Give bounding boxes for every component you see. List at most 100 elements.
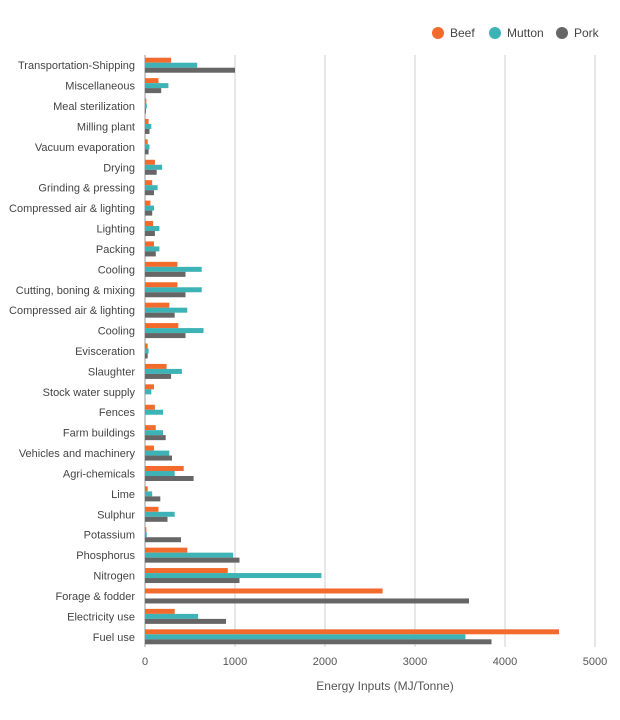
- x-tick-label: 3000: [403, 656, 427, 668]
- bar-mutton: [145, 348, 149, 354]
- y-category-label: Transportation-Shipping: [18, 60, 135, 72]
- bar-pork: [145, 128, 150, 134]
- legend-item-beef[interactable]: Beef: [432, 25, 475, 41]
- bar-mutton: [145, 634, 466, 640]
- bar-beef: [145, 506, 159, 512]
- bar-mutton: [145, 144, 150, 150]
- bar-beef: [145, 57, 172, 63]
- bar-mutton: [145, 409, 163, 415]
- bar-beef: [145, 302, 170, 308]
- bar-mutton: [145, 368, 182, 374]
- bar-beef: [145, 98, 147, 104]
- legend-item-mutton[interactable]: Mutton: [489, 25, 544, 41]
- bar-pork: [145, 353, 148, 359]
- y-category-label: Phosphorus: [76, 550, 135, 562]
- bar-pork: [145, 455, 172, 461]
- x-tick-label: 2000: [313, 656, 337, 668]
- bar-pork: [145, 496, 161, 502]
- bar-pork: [145, 312, 175, 318]
- bar-pork: [145, 88, 162, 94]
- legend-swatch-mutton: [489, 27, 501, 39]
- bar-beef: [145, 445, 154, 451]
- bar-mutton: [145, 450, 170, 456]
- y-category-label: Fuel use: [93, 632, 135, 644]
- bar-mutton: [145, 246, 160, 252]
- y-category-label: Lighting: [96, 224, 135, 236]
- y-category-label: Vehicles and machinery: [19, 448, 136, 460]
- y-category-label: Vacuum evaporation: [35, 142, 135, 154]
- bar-beef: [145, 78, 159, 84]
- bar-beef: [145, 363, 167, 369]
- y-category-label: Stock water supply: [43, 387, 136, 399]
- y-category-label: Meal sterilization: [53, 101, 135, 113]
- bar-pork: [145, 516, 168, 522]
- x-axis-title: Energy Inputs (MJ/Tonne): [316, 679, 453, 693]
- bar-beef: [145, 384, 154, 390]
- bar-pork: [145, 190, 154, 196]
- bar-mutton: [145, 491, 153, 497]
- y-category-label: Farm buildings: [63, 428, 136, 440]
- bar-pork: [145, 537, 181, 543]
- y-category-label: Sulphur: [97, 509, 135, 521]
- bar-mutton: [145, 307, 188, 313]
- x-tick-label: 0: [142, 656, 148, 668]
- y-category-label: Miscellaneous: [65, 81, 135, 93]
- bar-mutton: [145, 83, 169, 89]
- bar-pork: [145, 598, 469, 604]
- bar-mutton: [145, 287, 202, 293]
- bar-pork: [145, 333, 186, 339]
- bar-beef: [145, 241, 154, 247]
- bar-mutton: [145, 62, 198, 68]
- legend-item-pork[interactable]: Pork: [556, 25, 599, 41]
- bar-pork: [145, 435, 166, 441]
- bar-pork: [145, 292, 186, 298]
- bar-pork: [145, 475, 194, 481]
- bar-mutton: [145, 573, 322, 579]
- bar-pork: [145, 169, 157, 175]
- legend-swatch-pork: [556, 27, 568, 39]
- bar-pork: [145, 578, 240, 584]
- x-tick-label: 4000: [493, 656, 517, 668]
- bar-beef: [145, 343, 148, 349]
- bar-mutton: [145, 266, 202, 272]
- bar-beef: [145, 568, 228, 574]
- y-category-label: Nitrogen: [93, 571, 135, 583]
- y-category-label: Drying: [103, 162, 135, 174]
- bar-mutton: [145, 532, 147, 538]
- bar-beef: [145, 629, 559, 635]
- bar-pork: [145, 251, 156, 257]
- x-tick-label: 1000: [223, 656, 247, 668]
- y-category-label: Cooling: [98, 264, 135, 276]
- bar-mutton: [145, 552, 234, 558]
- x-tick-label: 5000: [583, 656, 607, 668]
- bar-beef: [145, 221, 154, 227]
- bar-beef: [145, 261, 178, 267]
- bar-pork: [145, 231, 155, 237]
- y-category-label: Agri-chemicals: [63, 468, 136, 480]
- bar-beef: [145, 180, 153, 186]
- y-category-label: Lime: [111, 489, 135, 501]
- bar-mutton: [145, 123, 152, 129]
- bar-mutton: [145, 389, 152, 395]
- y-category-label: Forage & fodder: [56, 591, 136, 603]
- bar-beef: [145, 425, 156, 431]
- bar-beef: [145, 404, 155, 410]
- legend-label-mutton: Mutton: [507, 26, 544, 40]
- bar-mutton: [145, 226, 160, 232]
- bar-pork: [145, 271, 186, 277]
- bar-beef: [145, 608, 175, 614]
- bar-beef: [145, 159, 155, 165]
- bar-pork: [145, 108, 146, 114]
- bar-pork: [145, 618, 226, 624]
- bar-pork: [145, 67, 235, 73]
- bar-mutton: [145, 164, 163, 170]
- bar-beef: [145, 118, 149, 124]
- bar-mutton: [145, 470, 175, 476]
- bar-mutton: [145, 613, 199, 619]
- bar-pork: [145, 149, 149, 155]
- bar-beef: [145, 323, 179, 329]
- bar-pork: [145, 373, 172, 379]
- legend-swatch-beef: [432, 27, 444, 39]
- bar-pork: [145, 210, 153, 216]
